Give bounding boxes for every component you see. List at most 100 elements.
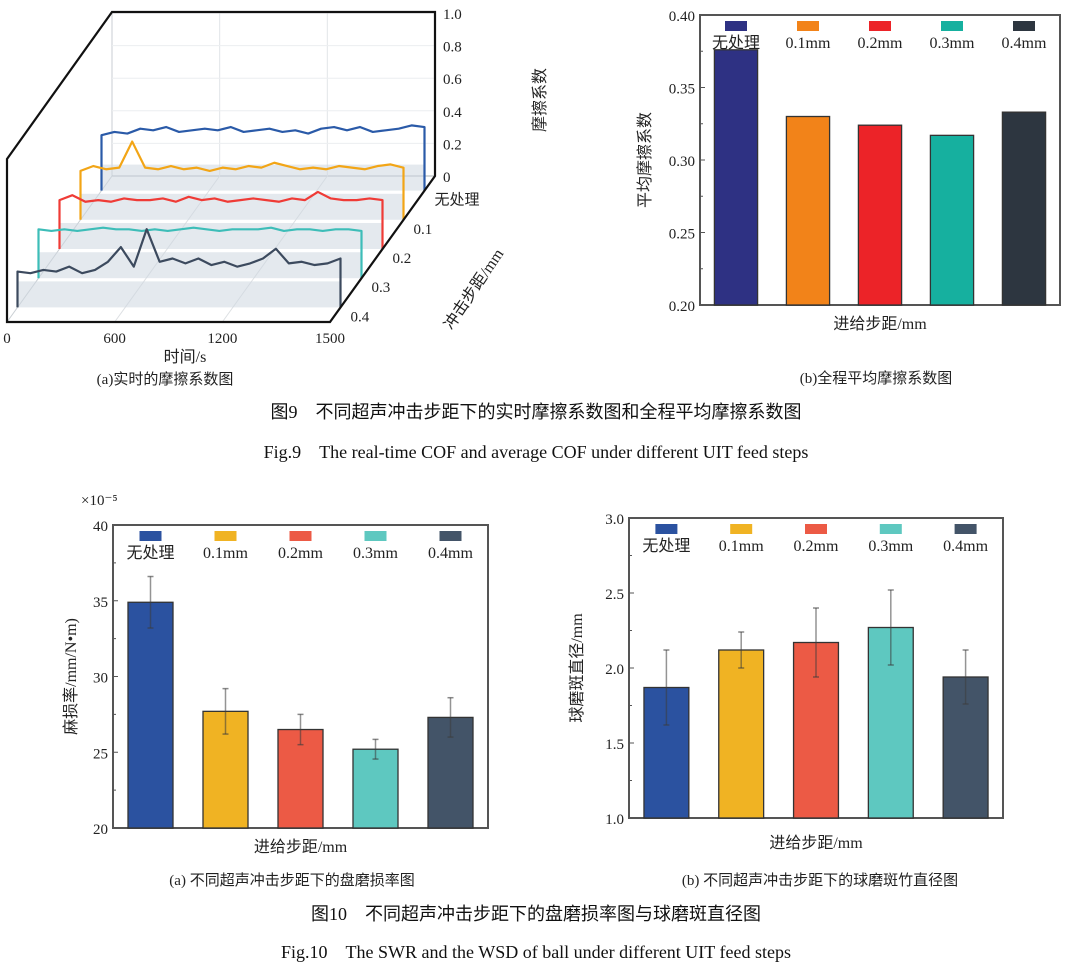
x-axis-label: 时间/s	[164, 348, 207, 366]
x-tick-label: 600	[103, 331, 126, 347]
legend-swatch-3	[879, 524, 902, 534]
chart-disc-wear-rate: 20 25 30 35 40 无处理 0.1mm 0.2mm 0.3mm 0.4mm 进给步距/mm…	[62, 493, 489, 889]
legend-label: 0.1mm	[786, 35, 831, 52]
chart-ball-wear-scar-diameter: 1.0 1.5 2.0 2.5 3.0 无处理 0.1mm 0.2mm 0.3mm 0.4mm 进给…	[568, 512, 1004, 889]
bar-1	[785, 115, 831, 306]
y-tick-label: 1.5	[605, 737, 624, 753]
legend-label: 0.4mm	[943, 538, 988, 555]
fig9-caption-cn: 图9 不同超声冲击步距下的实时摩擦系数图和全程平均摩擦系数图	[271, 402, 802, 422]
legend-swatch-3	[941, 21, 963, 31]
y-tick-label: 0	[443, 170, 451, 186]
y-tick-label: 0.35	[669, 82, 695, 98]
y-tick-label: 1.0	[605, 812, 624, 828]
legend-label: 0.3mm	[868, 538, 913, 555]
fig10-caption-en: Fig.10 The SWR and the WSD of ball under…	[281, 942, 791, 962]
y-tick-label: 0.40	[669, 9, 695, 25]
legend-label: 0.3mm	[353, 545, 398, 562]
fig9-caption-en: Fig.9 The real-time COF and average COF …	[264, 442, 809, 462]
bar-3	[929, 134, 975, 306]
series-line-4	[16, 228, 342, 308]
chart-caption: (a) 不同超声冲击步距下的盘磨损率图	[169, 871, 414, 889]
bar-4	[1001, 111, 1047, 306]
legend-label: 无处理	[126, 544, 174, 562]
legend-swatch-4	[1013, 21, 1035, 31]
series-line-3	[37, 226, 363, 279]
y-axis-label: 摩擦系数	[531, 68, 549, 132]
y-tick-label: 0.30	[669, 154, 695, 170]
legend-swatch-2	[869, 21, 891, 31]
legend-label: 0.1mm	[719, 538, 764, 555]
legend-swatch-2	[805, 524, 827, 534]
legend-label: 0.2mm	[858, 35, 903, 52]
y-axis-label: 球磨斑直径/mm	[568, 613, 586, 723]
depth-tick-label: 0.1	[414, 222, 433, 238]
legend-swatch-2	[289, 531, 312, 541]
x-tick-label: 1500	[315, 331, 345, 347]
legend-label: 0.3mm	[930, 35, 975, 52]
series-ribbon-2	[59, 223, 383, 249]
legend-swatch-4	[439, 531, 462, 541]
legend-swatch-3	[364, 531, 387, 541]
y-axis-unit: ×10⁻⁵	[81, 493, 118, 509]
legend-label: 无处理	[642, 537, 690, 555]
bar-1	[718, 649, 765, 819]
chart-caption: (a)实时的摩擦系数图	[97, 370, 234, 388]
z-axis-label: 冲击步距/mm	[440, 245, 507, 333]
depth-tick-label: 无处理	[435, 192, 480, 209]
y-tick-label: 0.8	[443, 40, 462, 56]
bar-0	[713, 49, 759, 306]
series-line-1	[79, 140, 405, 220]
y-tick-label: 0.25	[669, 227, 695, 243]
plot-frame	[5, 10, 437, 324]
y-tick-label: 0.2	[443, 137, 462, 153]
series-line-2	[58, 190, 384, 249]
x-tick-label: 0	[3, 331, 11, 347]
legend-label: 0.1mm	[203, 545, 248, 562]
legend-swatch-0	[655, 524, 678, 534]
fig10-caption-cn: 图10 不同超声冲击步距下的盘磨损率图与球磨斑直径图	[311, 904, 761, 924]
y-tick-label: 1.0	[443, 7, 462, 23]
y-tick-label: 30	[93, 671, 108, 687]
legend-label: 0.2mm	[794, 538, 839, 555]
depth-tick-label: 0.2	[393, 251, 412, 267]
bar-0	[127, 601, 174, 829]
series-line-0	[100, 124, 426, 191]
y-tick-label: 40	[93, 519, 108, 535]
bar-2	[277, 728, 324, 829]
y-tick-label: 0.4	[443, 105, 462, 121]
legend-swatch-4	[954, 524, 977, 534]
legend-label: 0.4mm	[1002, 35, 1047, 52]
x-axis-label: 进给步距/mm	[769, 834, 863, 852]
chart-caption: (b) 不同超声冲击步距下的球磨斑竹直径图	[682, 871, 958, 889]
depth-tick-label: 0.3	[372, 280, 391, 296]
x-axis-label: 进给步距/mm	[254, 838, 348, 856]
legend-swatch-1	[797, 21, 819, 31]
legend-swatch-0	[139, 531, 162, 541]
bar-2	[857, 124, 903, 306]
legend-label: 无处理	[712, 34, 760, 52]
y-tick-label: 0.6	[443, 72, 462, 88]
y-tick-label: 0.20	[669, 299, 695, 315]
x-axis-label: 进给步距/mm	[833, 315, 927, 333]
series-ribbon-4	[17, 281, 341, 308]
legend-swatch-0	[725, 21, 747, 31]
y-axis-label: 平均摩擦系数	[636, 112, 654, 208]
y-tick-label: 25	[93, 746, 108, 762]
x-tick-label: 1200	[207, 331, 237, 347]
chart-caption: (b)全程平均摩擦系数图	[800, 369, 953, 387]
y-tick-label: 2.5	[605, 587, 624, 603]
chart-average-cof: 0.20 0.25 0.30 0.35 0.40 无处理 0.1mm 0.2mm 0.3mm 0.…	[636, 9, 1061, 387]
y-tick-label: 3.0	[605, 512, 624, 528]
y-axis-label: 麻损率/mm/N•m)	[62, 618, 80, 735]
legend-label: 0.2mm	[278, 545, 323, 562]
y-tick-label: 35	[93, 595, 108, 611]
depth-tick-label: 0.4	[351, 309, 370, 325]
series-ribbon-1	[80, 193, 404, 220]
y-tick-label: 20	[93, 822, 108, 838]
legend-swatch-1	[214, 531, 237, 541]
legend-label: 0.4mm	[428, 545, 473, 562]
legend-swatch-1	[730, 524, 753, 534]
bar-3	[352, 748, 399, 829]
